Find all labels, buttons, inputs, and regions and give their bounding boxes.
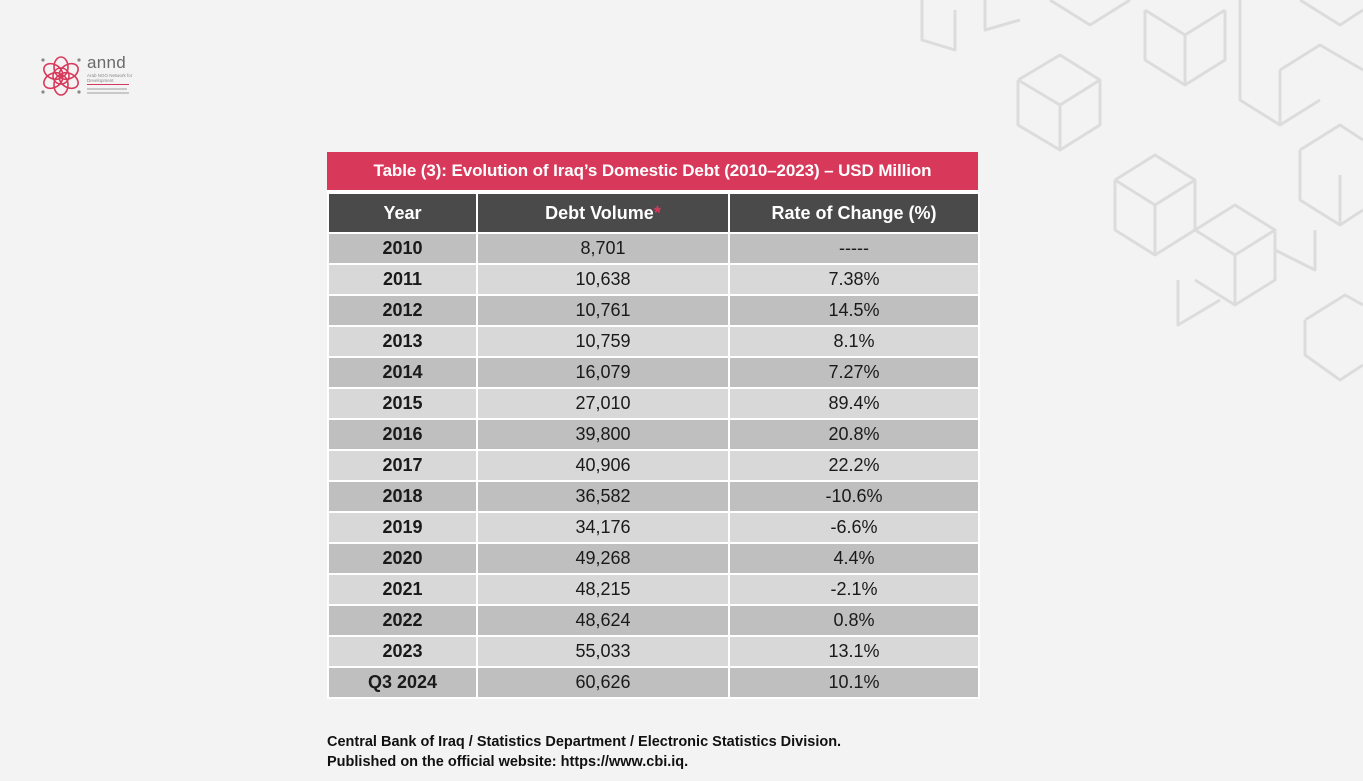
table-row: 2010 8,701 -----: [327, 232, 980, 265]
cell-debt-volume: 16,079: [476, 356, 730, 389]
cell-debt-volume: 55,033: [476, 635, 730, 668]
cell-debt-volume: 49,268: [476, 542, 730, 575]
cell-year: 2013: [327, 325, 478, 358]
flower-logo-icon: [41, 56, 81, 96]
table-row: 2023 55,033 13.1%: [327, 635, 980, 668]
annd-logo: annd Arab NGO Network for Development: [39, 54, 134, 100]
header-debt-asterisk: *: [653, 202, 661, 223]
table-title: Table (3): Evolution of Iraq’s Domestic …: [327, 152, 978, 192]
table-row: 2016 39,800 20.8%: [327, 418, 980, 451]
cell-year: 2011: [327, 263, 478, 296]
cell-rate-of-change: -----: [728, 232, 980, 265]
cell-rate-of-change: 14.5%: [728, 294, 980, 327]
cell-debt-volume: 27,010: [476, 387, 730, 420]
logo-arabic-text: [87, 92, 129, 94]
cell-year: 2010: [327, 232, 478, 265]
source-note: Central Bank of Iraq / Statistics Depart…: [327, 732, 841, 772]
cell-rate-of-change: -2.1%: [728, 573, 980, 606]
cell-rate-of-change: -10.6%: [728, 480, 980, 513]
cell-rate-of-change: 0.8%: [728, 604, 980, 637]
logo-subtitle: Arab NGO Network for Development: [87, 73, 133, 83]
cell-rate-of-change: 7.27%: [728, 356, 980, 389]
table-row: 2017 40,906 22.2%: [327, 449, 980, 482]
cell-year: 2022: [327, 604, 478, 637]
source-line-1: Central Bank of Iraq / Statistics Depart…: [327, 734, 842, 750]
header-year: Year: [327, 192, 478, 234]
logo-arabic-text: [87, 88, 127, 90]
cell-rate-of-change: 13.1%: [728, 635, 980, 668]
cell-rate-of-change: 7.38%: [728, 263, 980, 296]
table-row: 2012 10,761 14.5%: [327, 294, 980, 327]
debt-table-container: Table (3): Evolution of Iraq’s Domestic …: [327, 152, 980, 699]
cell-debt-volume: 48,624: [476, 604, 730, 637]
debt-table: Year Debt Volume* Rate of Change (%) 201…: [327, 192, 980, 699]
table-row: 2018 36,582 -10.6%: [327, 480, 980, 513]
table-row: 2022 48,624 0.8%: [327, 604, 980, 637]
cell-rate-of-change: 4.4%: [728, 542, 980, 575]
cell-year: 2014: [327, 356, 478, 389]
table-row: 2011 10,638 7.38%: [327, 263, 980, 296]
cell-year: 2021: [327, 573, 478, 606]
cell-year: 2020: [327, 542, 478, 575]
header-debt-volume: Debt Volume*: [476, 192, 730, 234]
cell-debt-volume: 48,215: [476, 573, 730, 606]
header-debt-label: Debt Volume: [545, 202, 654, 223]
cell-debt-volume: 36,582: [476, 480, 730, 513]
table-row: Q3 2024 60,626 10.1%: [327, 666, 980, 699]
logo-divider: [87, 84, 129, 85]
cell-debt-volume: 10,638: [476, 263, 730, 296]
cell-year: Q3 2024: [327, 666, 478, 699]
cell-year: 2019: [327, 511, 478, 544]
table-header-row: Year Debt Volume* Rate of Change (%): [327, 192, 980, 234]
cell-year: 2023: [327, 635, 478, 668]
table-row: 2020 49,268 4.4%: [327, 542, 980, 575]
header-rate-of-change: Rate of Change (%): [728, 192, 980, 234]
cell-rate-of-change: 22.2%: [728, 449, 980, 482]
cell-debt-volume: 40,906: [476, 449, 730, 482]
cell-year: 2012: [327, 294, 478, 327]
cell-year: 2015: [327, 387, 478, 420]
logo-name: annd: [87, 53, 127, 72]
cell-debt-volume: 10,759: [476, 325, 730, 358]
cell-debt-volume: 10,761: [476, 294, 730, 327]
cell-debt-volume: 8,701: [476, 232, 730, 265]
table-row: 2014 16,079 7.27%: [327, 356, 980, 389]
source-line-2: Published on the official website: https…: [327, 754, 689, 770]
cell-rate-of-change: 20.8%: [728, 418, 980, 451]
cell-year: 2016: [327, 418, 478, 451]
table-body: 2010 8,701 ----- 2011 10,638 7.38% 2012 10,761 1…: [327, 232, 980, 699]
cell-rate-of-change: 8.1%: [728, 325, 980, 358]
cell-rate-of-change: 89.4%: [728, 387, 980, 420]
table-row: 2013 10,759 8.1%: [327, 325, 980, 358]
table-row: 2015 27,010 89.4%: [327, 387, 980, 420]
cell-debt-volume: 34,176: [476, 511, 730, 544]
cell-rate-of-change: 10.1%: [728, 666, 980, 699]
cell-debt-volume: 39,800: [476, 418, 730, 451]
cell-year: 2018: [327, 480, 478, 513]
table-row: 2021 48,215 -2.1%: [327, 573, 980, 606]
cell-debt-volume: 60,626: [476, 666, 730, 699]
cell-rate-of-change: -6.6%: [728, 511, 980, 544]
cell-year: 2017: [327, 449, 478, 482]
table-row: 2019 34,176 -6.6%: [327, 511, 980, 544]
